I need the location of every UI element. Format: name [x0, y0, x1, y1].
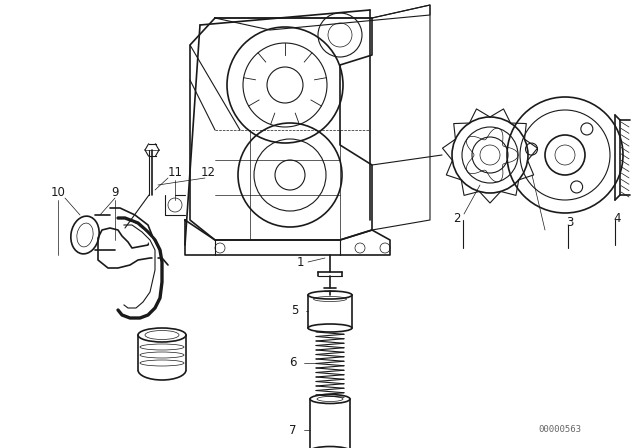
Ellipse shape — [138, 328, 186, 342]
Ellipse shape — [310, 395, 350, 404]
Text: 10: 10 — [51, 185, 65, 198]
Text: 11: 11 — [168, 165, 182, 178]
Text: 00000563: 00000563 — [538, 426, 582, 435]
Text: 7: 7 — [289, 423, 297, 436]
Text: 12: 12 — [200, 165, 216, 178]
Ellipse shape — [317, 396, 343, 401]
Text: 3: 3 — [566, 215, 573, 228]
Text: 9: 9 — [111, 185, 119, 198]
Ellipse shape — [310, 447, 350, 448]
Text: 6: 6 — [289, 357, 297, 370]
Text: 1: 1 — [296, 255, 304, 268]
Text: 5: 5 — [291, 305, 299, 318]
Text: 2: 2 — [453, 211, 461, 224]
Text: 4: 4 — [613, 211, 621, 224]
